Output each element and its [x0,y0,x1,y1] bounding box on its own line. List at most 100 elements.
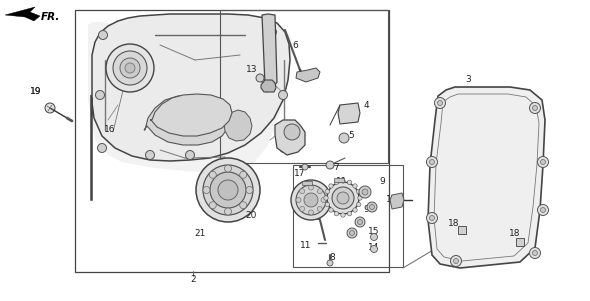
Text: 12: 12 [386,194,398,203]
Circle shape [434,98,445,108]
Circle shape [371,234,378,240]
Circle shape [96,91,104,100]
Text: 16: 16 [104,126,116,135]
Circle shape [356,202,361,207]
Circle shape [210,172,246,208]
Circle shape [120,58,140,78]
Text: 15: 15 [368,226,380,235]
Text: 21: 21 [194,228,206,237]
Circle shape [209,171,217,178]
Circle shape [256,74,264,82]
Circle shape [317,189,322,194]
Circle shape [341,179,345,183]
Circle shape [327,182,359,214]
Circle shape [454,259,458,263]
Circle shape [537,157,549,167]
Circle shape [358,196,362,200]
Circle shape [332,187,354,209]
Text: 19: 19 [30,86,42,95]
Text: 20: 20 [245,212,257,221]
Circle shape [335,212,339,216]
Bar [75,10,389,272]
Circle shape [278,91,287,100]
Circle shape [540,160,546,165]
Circle shape [430,160,434,165]
Text: 13: 13 [246,66,258,75]
Circle shape [209,202,217,209]
Circle shape [353,184,357,188]
Circle shape [355,217,365,227]
Polygon shape [296,68,320,82]
Circle shape [284,124,300,140]
Circle shape [280,144,289,153]
Circle shape [356,189,361,194]
Polygon shape [261,80,276,92]
Circle shape [348,212,352,216]
Circle shape [106,44,154,92]
Circle shape [99,30,107,39]
Polygon shape [428,87,545,268]
Circle shape [196,158,260,222]
Circle shape [240,202,247,209]
Text: 18: 18 [448,219,460,228]
Polygon shape [302,181,312,185]
Circle shape [225,165,231,172]
Circle shape [324,196,328,200]
Circle shape [300,206,304,211]
Circle shape [309,210,313,215]
Circle shape [304,193,318,207]
Polygon shape [275,120,305,155]
Circle shape [321,197,326,203]
Circle shape [325,189,329,194]
Circle shape [347,228,357,238]
Text: 6: 6 [292,41,298,49]
Circle shape [337,192,349,204]
Text: 5: 5 [348,131,354,139]
Circle shape [348,180,352,185]
Polygon shape [91,14,290,200]
Polygon shape [144,95,230,145]
Circle shape [225,208,231,215]
Circle shape [540,207,546,213]
Circle shape [427,157,438,167]
Text: 9: 9 [379,178,385,187]
Text: 7: 7 [333,163,339,172]
Circle shape [358,219,362,225]
Circle shape [291,180,331,220]
Text: FR.: FR. [41,12,60,22]
Circle shape [335,180,339,185]
Text: 10: 10 [312,213,323,222]
Circle shape [359,186,371,198]
Circle shape [326,161,334,169]
Polygon shape [458,226,466,234]
Circle shape [369,204,375,209]
Polygon shape [334,178,344,182]
Bar [293,165,403,267]
Circle shape [353,208,357,212]
Circle shape [371,246,378,253]
Text: 9: 9 [350,229,356,238]
Polygon shape [338,103,360,124]
Polygon shape [88,17,292,172]
Circle shape [533,105,537,110]
Circle shape [218,180,238,200]
Circle shape [296,197,301,203]
Circle shape [367,202,377,212]
Circle shape [302,164,308,170]
Text: 3: 3 [465,76,471,85]
Circle shape [325,202,329,207]
Circle shape [185,150,195,160]
Text: 19: 19 [30,86,42,95]
Text: 11: 11 [336,176,348,185]
Circle shape [529,247,540,259]
Text: 18: 18 [509,228,521,237]
Circle shape [533,250,537,256]
Text: 11: 11 [297,187,309,196]
Circle shape [362,189,368,195]
Circle shape [203,187,210,194]
Polygon shape [150,94,232,136]
Circle shape [300,189,304,194]
Circle shape [45,103,55,113]
Circle shape [317,206,322,211]
Circle shape [451,256,461,266]
